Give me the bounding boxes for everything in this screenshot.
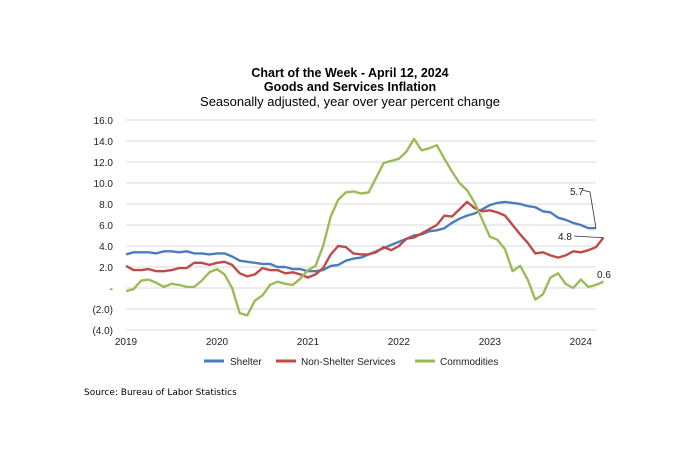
source-note: Source: Bureau of Labor Statistics <box>84 388 237 398</box>
data-label: 5.7 <box>570 187 584 198</box>
x-tick-label: 2024 <box>570 337 593 348</box>
y-tick-label: 12.0 <box>94 158 114 169</box>
x-axis-ticks: 2019 2020 2021 2022 2023 2024 <box>115 337 592 348</box>
x-tick-label: 2023 <box>479 337 502 348</box>
y-tick-label: - <box>110 284 113 295</box>
commodities-line <box>125 137 604 317</box>
y-tick-label: 14.0 <box>94 137 114 148</box>
y-tick-label: 8.0 <box>99 200 113 211</box>
y-tick-label: 10.0 <box>94 179 114 190</box>
chart-title: Chart of the Week - April 12, 2024 <box>251 66 449 80</box>
chart-subtitle-2: Seasonally adjusted, year over year perc… <box>200 94 500 109</box>
x-tick-label: 2020 <box>206 337 229 348</box>
legend: Shelter Non-Shelter Services Commodities <box>204 357 498 368</box>
x-tick-label: 2022 <box>388 337 411 348</box>
x-tick-label: 2019 <box>115 337 138 348</box>
y-tick-label: (2.0) <box>92 305 113 316</box>
series-lines <box>125 137 605 317</box>
legend-label: Non-Shelter Services <box>301 357 395 368</box>
y-tick-label: 4.0 <box>99 242 113 253</box>
chart-subtitle: Goods and Services Inflation <box>263 80 437 94</box>
y-tick-label: 2.0 <box>99 263 113 274</box>
y-axis-ticks: 16.0 14.0 12.0 10.0 8.0 6.0 4.0 2.0 - (2.0) (4.0) <box>92 116 113 337</box>
shelter-line <box>125 200 596 273</box>
data-label: 0.6 <box>597 270 611 281</box>
y-tick-label: 6.0 <box>99 221 113 232</box>
x-tick-label: 2021 <box>297 337 320 348</box>
legend-label: Commodities <box>440 357 498 368</box>
data-labels: 5.7 4.8 0.6 <box>558 187 611 281</box>
legend-label: Shelter <box>230 357 262 368</box>
y-tick-label: (4.0) <box>92 326 113 337</box>
data-label: 4.8 <box>558 232 572 243</box>
y-tick-label: 16.0 <box>94 116 114 127</box>
leader-line <box>581 189 597 229</box>
gridlines <box>126 119 596 331</box>
non-shelter-services-line <box>125 200 605 279</box>
leader-line <box>573 235 604 238</box>
